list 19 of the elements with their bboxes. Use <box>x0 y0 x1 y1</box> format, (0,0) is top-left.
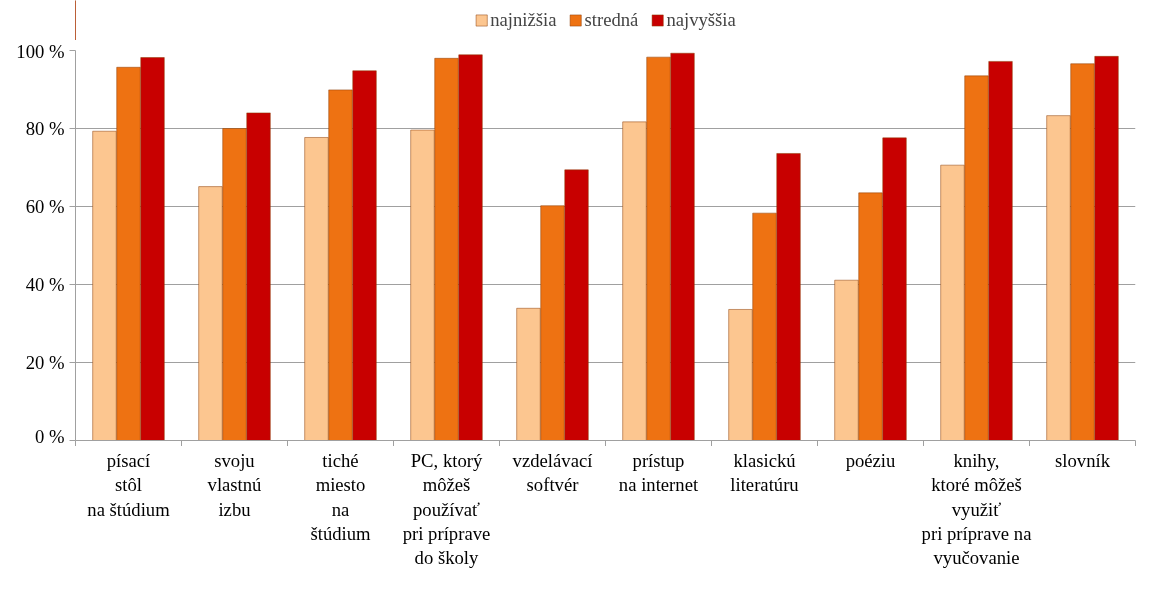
x-tick-label: vzdelávací softvér <box>512 450 593 496</box>
x-tick-label: písací stôl na štúdium <box>87 450 171 520</box>
x-tick-label: knihy, ktoré môžeš využiť pri príprave na vyučovanie <box>921 450 1033 568</box>
x-tick-label: tiché miesto na štúdium <box>310 450 372 544</box>
y-tick-label: 0 % <box>34 425 65 447</box>
x-tick-label: prístup na internet <box>618 450 699 496</box>
y-tick-label: 100 % <box>16 40 65 62</box>
x-tick-label: slovník <box>1055 450 1111 472</box>
x-tick-label: PC, ktorý môžeš používať pri príprave do školy <box>402 450 491 568</box>
legend-label: stredná <box>584 9 639 31</box>
x-tick-label: svoju vlastnú izbu <box>207 450 263 520</box>
y-tick-label: 60 % <box>25 196 65 217</box>
y-tick-label: 40 % <box>25 274 65 295</box>
x-tick-label: poéziu <box>845 450 897 472</box>
y-tick-label: 80 % <box>25 118 65 139</box>
legend-label: najvyššia <box>666 9 736 31</box>
legend-label: najnižšia <box>490 9 557 31</box>
y-tick-label: 20 % <box>25 352 65 373</box>
x-tick-label: klasickú literatúru <box>730 450 800 496</box>
